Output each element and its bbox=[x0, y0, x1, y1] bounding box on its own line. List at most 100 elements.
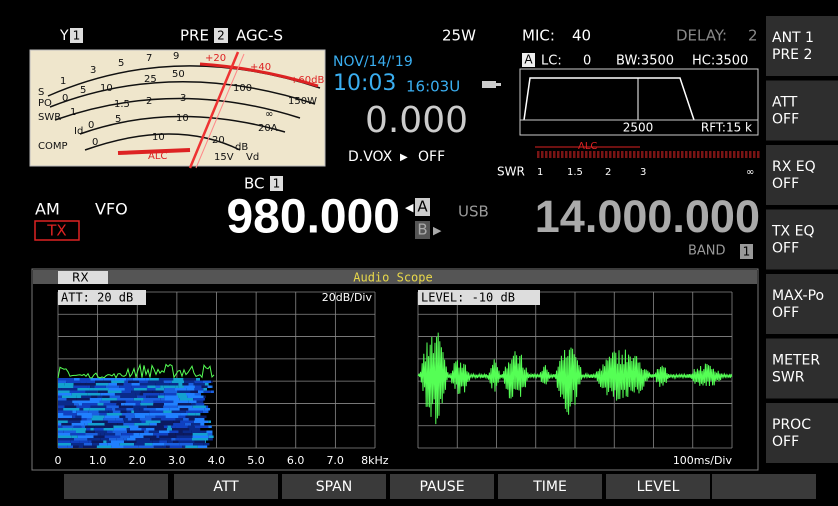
waterfall-cell bbox=[58, 391, 70, 394]
waterfall-cell bbox=[103, 418, 115, 421]
waterfall-cell bbox=[159, 438, 171, 441]
side-menu-button[interactable] bbox=[766, 403, 838, 463]
waterfall-cell bbox=[90, 386, 94, 389]
waterfall-cell bbox=[99, 411, 109, 414]
waterfall-cell bbox=[120, 436, 130, 439]
bottom-button-blank[interactable] bbox=[712, 474, 816, 499]
waterfall-cell bbox=[80, 441, 88, 444]
waterfall-cell bbox=[93, 416, 105, 419]
waterfall-cell bbox=[117, 423, 123, 426]
waterfall-cell bbox=[68, 421, 81, 424]
waterfall-cell bbox=[205, 408, 210, 411]
antenna-icon: Y bbox=[59, 28, 69, 44]
waterfall-cell bbox=[83, 446, 97, 449]
preamp-number: 2 bbox=[217, 29, 225, 43]
waterfall-cell bbox=[178, 406, 193, 409]
waterfall-cell bbox=[170, 408, 180, 411]
osc-time: 100ms/Div bbox=[673, 454, 733, 467]
alc-bar-segment bbox=[585, 151, 588, 158]
waterfall-cell bbox=[170, 431, 179, 434]
waterfall-cell bbox=[205, 441, 206, 444]
side-menu-label: ATT bbox=[772, 95, 798, 111]
waterfall-cell bbox=[179, 438, 191, 441]
alc-bar-segment bbox=[681, 151, 684, 158]
waterfall-cell bbox=[176, 438, 180, 441]
swr-scale-label: 1.5 bbox=[567, 167, 583, 178]
waterfall-cell bbox=[130, 436, 144, 439]
alc-bar-segment bbox=[597, 151, 600, 158]
waterfall-cell bbox=[206, 406, 208, 409]
waterfall-cell bbox=[173, 378, 183, 381]
waterfall-cell bbox=[182, 383, 188, 386]
fft-x-label: 3.0 bbox=[168, 454, 186, 467]
waterfall-cell bbox=[112, 431, 127, 434]
waterfall-cell bbox=[188, 426, 195, 429]
waterfall-cell bbox=[86, 383, 96, 386]
meter-alc-label: ALC bbox=[148, 151, 167, 162]
alc-bar-segment bbox=[541, 151, 544, 158]
waterfall-cell bbox=[69, 418, 81, 421]
alc-bar-segment bbox=[609, 151, 612, 158]
waterfall-cell bbox=[88, 393, 101, 396]
filter-vfo: A bbox=[524, 53, 533, 67]
side-menu-button[interactable] bbox=[766, 81, 838, 141]
meter-scale-label: 50 bbox=[172, 69, 185, 80]
alc-bar-segment bbox=[557, 151, 560, 158]
antenna: 1 bbox=[73, 29, 81, 43]
waterfall-cell bbox=[177, 393, 186, 396]
alc-bar-segment bbox=[537, 151, 540, 158]
waterfall-cell bbox=[134, 408, 140, 411]
alc-bar-segment bbox=[721, 151, 724, 158]
waterfall-cell bbox=[76, 411, 88, 414]
waterfall-cell bbox=[94, 426, 104, 429]
bottom-button-blank[interactable] bbox=[64, 474, 168, 499]
waterfall-cell bbox=[195, 441, 205, 444]
waterfall-cell bbox=[156, 388, 165, 391]
vfo-a-arrow: ◀ bbox=[405, 201, 414, 214]
waterfall-cell bbox=[72, 401, 88, 404]
waterfall-cell bbox=[109, 411, 113, 414]
waterfall-cell bbox=[62, 396, 76, 399]
side-menu-button[interactable] bbox=[766, 145, 838, 205]
alc-bar-segment bbox=[649, 151, 652, 158]
waterfall-cell bbox=[85, 433, 97, 436]
waterfall-cell bbox=[88, 441, 91, 444]
waterfall-cell bbox=[136, 438, 150, 441]
fft-scale: 20dB/Div bbox=[322, 291, 373, 304]
waterfall-cell bbox=[58, 393, 72, 396]
waterfall-cell bbox=[178, 386, 184, 389]
bar-alc-label: ALC bbox=[578, 141, 597, 152]
waterfall-cell bbox=[62, 426, 74, 429]
waterfall-cell bbox=[192, 436, 208, 439]
side-menu-button[interactable] bbox=[766, 339, 838, 399]
waterfall-cell bbox=[175, 386, 178, 389]
side-menu-button[interactable] bbox=[766, 274, 838, 334]
waterfall-cell bbox=[153, 401, 162, 404]
waterfall-cell bbox=[99, 413, 106, 416]
waterfall-cell bbox=[193, 433, 208, 436]
waterfall-cell bbox=[193, 443, 204, 446]
side-menu-button[interactable] bbox=[766, 210, 838, 270]
waterfall-cell bbox=[127, 428, 130, 431]
waterfall-cell bbox=[164, 396, 178, 399]
delay: 2 bbox=[748, 27, 758, 45]
preamp: PRE bbox=[180, 27, 209, 45]
side-menu-button[interactable] bbox=[766, 16, 838, 76]
waterfall-cell bbox=[72, 416, 76, 419]
waterfall-cell bbox=[97, 446, 111, 449]
waterfall-cell bbox=[105, 408, 112, 411]
alc-bar-segment bbox=[749, 151, 752, 158]
waterfall-cell bbox=[141, 421, 145, 424]
sub-mode: USB bbox=[458, 203, 489, 221]
waterfall-cell bbox=[61, 388, 77, 391]
waterfall-cell bbox=[85, 426, 94, 429]
alc-bar-segment bbox=[601, 151, 604, 158]
alc-bar-segment bbox=[657, 151, 660, 158]
waterfall-cell bbox=[111, 446, 123, 449]
waterfall-cell bbox=[167, 441, 173, 444]
waterfall-cell bbox=[162, 446, 166, 449]
waterfall-cell bbox=[185, 446, 198, 449]
waterfall-cell bbox=[105, 436, 121, 439]
waterfall-cell bbox=[94, 428, 104, 431]
waterfall-cell bbox=[65, 406, 77, 409]
